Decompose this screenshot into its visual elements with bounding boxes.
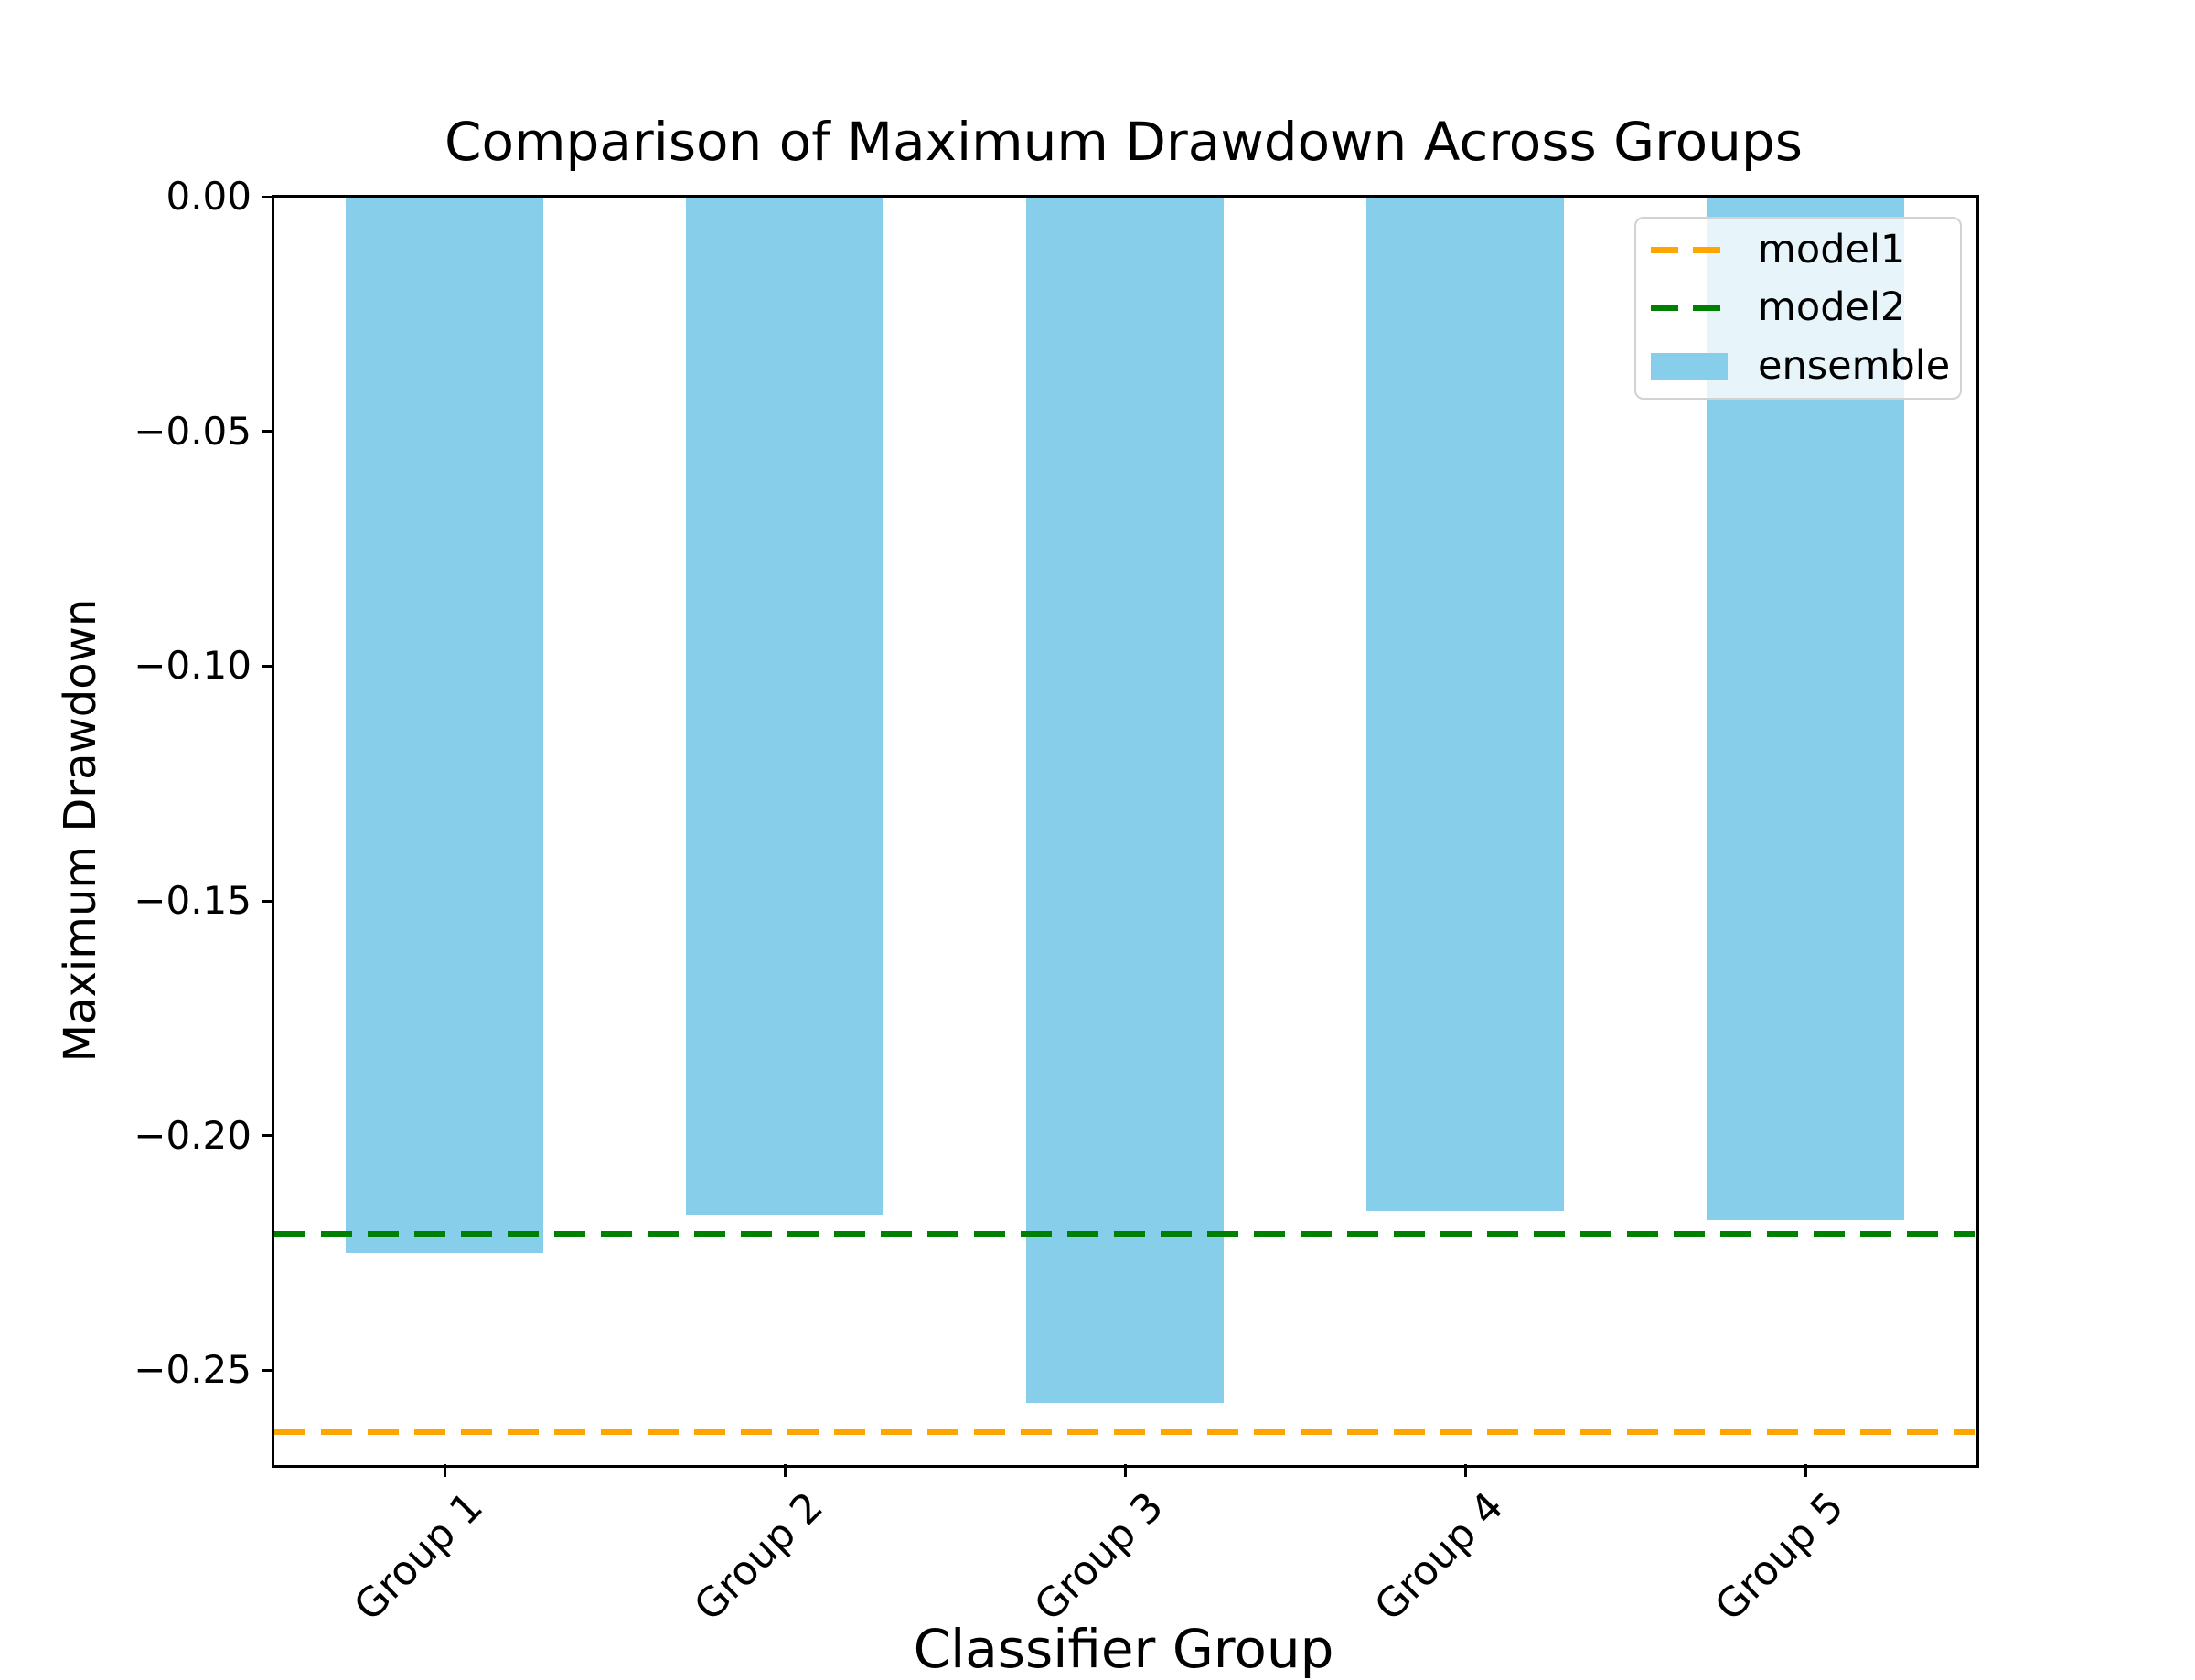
- y-tick-label: 0.00: [166, 174, 252, 219]
- legend-entry-model2: model2: [1651, 279, 1960, 337]
- bar-group-3: [1026, 197, 1224, 1404]
- x-tick-mark: [1123, 1464, 1127, 1477]
- y-tick-mark: [262, 899, 274, 903]
- bar-group-1: [346, 197, 543, 1253]
- model2-dashed-line: [274, 1230, 1976, 1237]
- x-tick-mark: [1463, 1464, 1467, 1477]
- y-tick-label: −0.20: [134, 1112, 252, 1158]
- x-tick-mark: [443, 1464, 446, 1477]
- legend: model1 model2 ensemble: [1634, 217, 1962, 400]
- y-tick-mark: [262, 1134, 274, 1138]
- ensemble-swatch-box: [1651, 352, 1742, 380]
- x-tick-label: Group 1: [345, 1482, 492, 1631]
- ensemble-patch-swatch: [1651, 352, 1728, 380]
- y-tick-mark: [262, 195, 274, 198]
- model1-swatch-box: [1651, 247, 1742, 254]
- legend-label: ensemble: [1758, 342, 1951, 389]
- chart-title: Comparison of Maximum Drawdown Across Gr…: [444, 111, 1803, 173]
- legend-entry-model1: model1: [1651, 221, 1960, 279]
- x-tick-mark: [1804, 1464, 1807, 1477]
- model2-swatch-box: [1651, 305, 1742, 312]
- legend-label: model2: [1758, 284, 1906, 331]
- y-tick-label: −0.15: [134, 878, 252, 923]
- model1-line-swatch: [1651, 247, 1720, 254]
- y-tick-mark: [262, 430, 274, 433]
- x-tick-label: Group 5: [1706, 1482, 1853, 1631]
- bar-group-2: [686, 197, 883, 1215]
- y-tick-label: −0.25: [134, 1347, 252, 1393]
- legend-label: model1: [1758, 227, 1906, 273]
- y-tick-mark: [262, 1368, 274, 1372]
- bar-group-4: [1366, 197, 1564, 1211]
- x-tick-label: Group 4: [1365, 1482, 1513, 1631]
- x-tick-mark: [783, 1464, 787, 1477]
- x-axis-label: Classifier Group: [913, 1618, 1334, 1680]
- x-tick-label: Group 3: [1025, 1482, 1172, 1631]
- model1-dashed-line: [274, 1428, 1976, 1435]
- y-tick-mark: [262, 664, 274, 668]
- y-tick-label: −0.05: [134, 408, 252, 454]
- y-tick-label: −0.10: [134, 643, 252, 689]
- x-tick-label: Group 2: [685, 1482, 832, 1631]
- legend-entry-ensemble: ensemble: [1651, 337, 1960, 395]
- model2-line-swatch: [1651, 305, 1720, 312]
